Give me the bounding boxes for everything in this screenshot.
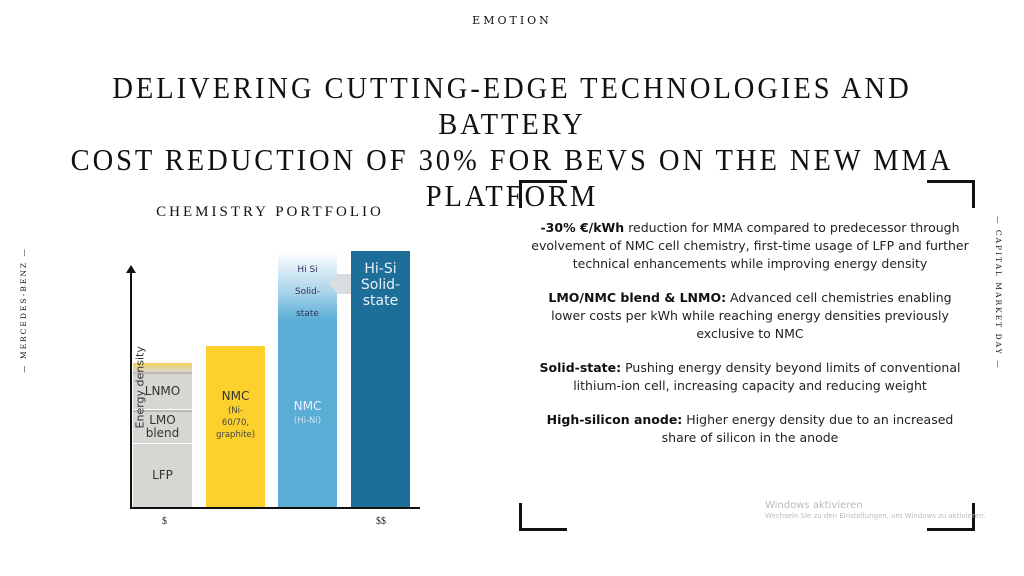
- point: High-silicon anode: Higher energy densit…: [546, 412, 954, 445]
- side-label-right: — CAPITAL MARKET DAY —: [994, 216, 1003, 370]
- key-points: -30% €/kWh reduction for MMA compared to…: [530, 219, 970, 463]
- bar-sublabel: (Hi-Ni): [293, 415, 322, 426]
- point: -30% €/kWh reduction for MMA compared to…: [531, 220, 969, 271]
- bar-segment: [133, 362, 192, 373]
- side-label-left: — MERCEDES-BENZ —: [19, 247, 28, 373]
- bar-segment: NMC (Hi-Ni): [278, 319, 337, 508]
- bar-label: NMC: [221, 389, 250, 404]
- title-line: DELIVERING CUTTING-EDGE TECHNOLOGIES AND…: [112, 70, 912, 141]
- bar-segment: Hi Si Solid-state: [278, 250, 337, 320]
- x-axis: [130, 507, 420, 509]
- watermark-text: Wechseln Sie zu den Einstellungen, um Wi…: [765, 512, 986, 520]
- brand-label: EMOTION: [472, 14, 552, 27]
- bar-label: Hi-Si Solid-state: [360, 260, 401, 310]
- bar-segment: Hi-Si Solid-state: [351, 250, 410, 508]
- y-axis: [126, 265, 136, 509]
- frame-corner-tl: [519, 180, 567, 208]
- frame-corner-tr: [927, 180, 975, 208]
- windows-activation-watermark: Windows aktivieren Wechseln Sie zu den E…: [765, 500, 986, 522]
- bar-label: NMC: [293, 398, 322, 413]
- bar-label: LMO blend: [145, 412, 180, 441]
- bar-label: Hi Si Solid-state: [294, 264, 321, 319]
- x-tick-high: $$: [376, 516, 386, 527]
- bar-label: LFP: [152, 467, 173, 482]
- slide-title: DELIVERING CUTTING-EDGE TECHNOLOGIES AND…: [41, 70, 983, 214]
- title-line: COST REDUCTION OF 30% FOR BEVS ON THE NE…: [70, 142, 954, 213]
- arrow-left-icon: [329, 274, 351, 294]
- bar-segment: LNMO: [133, 372, 192, 410]
- y-axis-label: Energy density: [133, 346, 147, 429]
- point: LMO/NMC blend & LNMO: Advanced cell chem…: [548, 290, 952, 341]
- watermark-title: Windows aktivieren: [765, 500, 863, 511]
- bar-segment: NMC (Ni-60/70, graphite): [206, 346, 265, 508]
- chart-title: CHEMISTRY PORTFOLIO: [156, 204, 384, 220]
- frame-corner-br: [927, 503, 975, 531]
- point: Solid-state: Pushing energy density beyo…: [539, 360, 961, 393]
- x-tick-low: $: [162, 516, 167, 527]
- bar-segment: LFP: [133, 443, 192, 508]
- bar-label: LNMO: [144, 383, 181, 398]
- bar-segment: LMO blend: [133, 410, 192, 443]
- frame-corner-bl: [519, 503, 567, 531]
- bar-sublabel: (Ni-60/70, graphite): [215, 405, 256, 440]
